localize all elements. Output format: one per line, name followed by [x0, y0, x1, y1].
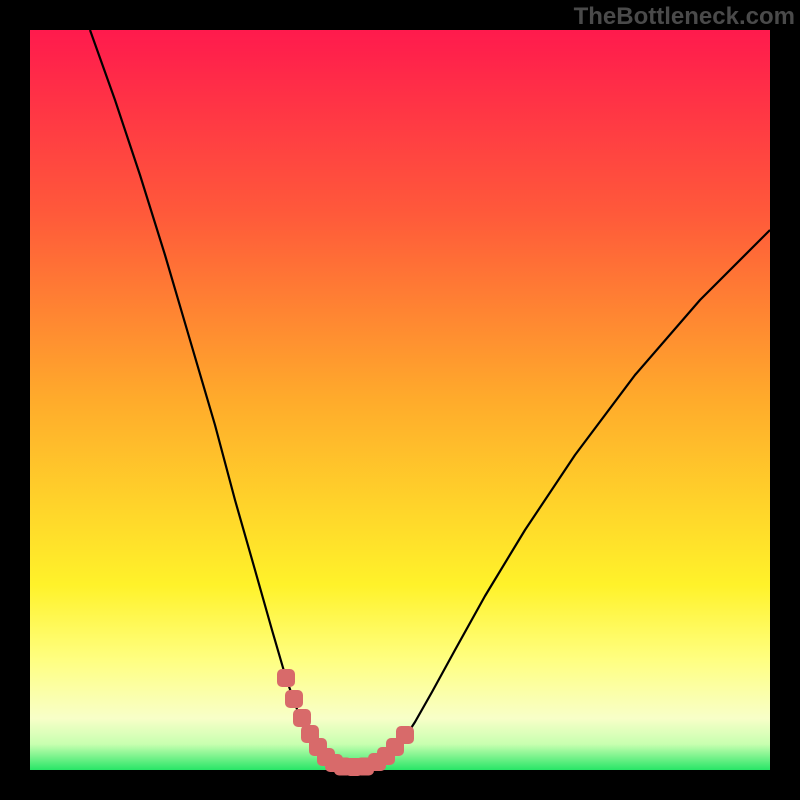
chart-frame: TheBottleneck.com — [0, 0, 800, 800]
highlight-marker — [293, 709, 311, 727]
highlight-marker — [285, 690, 303, 708]
bottleneck-curve — [90, 30, 770, 767]
highlight-marker — [396, 726, 414, 744]
chart-svg — [0, 0, 800, 800]
highlight-marker — [277, 669, 295, 687]
